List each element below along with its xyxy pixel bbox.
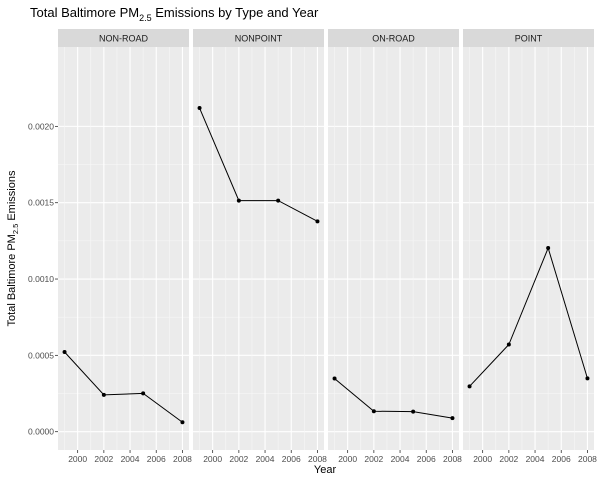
y-axis-ticks: 0.0000 0.0005 0.0010 0.0015 0.0020 xyxy=(28,121,58,437)
x-tick-label: 2004 xyxy=(526,454,545,464)
series-line xyxy=(469,246,588,387)
facet-panel: 2000 2002 2004 2006 2008 NON-ROAD xyxy=(58,29,192,464)
facet-strip xyxy=(463,29,594,47)
data-point xyxy=(467,384,472,389)
data-point xyxy=(332,376,337,381)
chart-title-prefix: Total Baltimore PM xyxy=(30,5,139,20)
data-point xyxy=(197,106,202,111)
panel-background xyxy=(193,47,324,450)
data-point xyxy=(506,342,511,347)
y-tick-label: 0.0015 xyxy=(28,198,54,208)
data-point xyxy=(141,391,146,396)
x-tick-label: 2004 xyxy=(256,454,275,464)
data-point xyxy=(585,376,590,381)
data-point xyxy=(371,409,376,414)
data-point xyxy=(180,420,185,425)
x-tick-label: 2002 xyxy=(229,454,248,464)
y-tick-label: 0.0020 xyxy=(28,121,54,131)
data-point xyxy=(276,198,281,203)
chart-title-subscript: 2.5 xyxy=(139,13,152,23)
x-tick-label: 2008 xyxy=(173,454,192,464)
y-tick-label: 0.0000 xyxy=(28,427,54,437)
data-point xyxy=(546,246,551,251)
y-tick-label: 0.0010 xyxy=(28,274,54,284)
facet-strip xyxy=(58,29,189,47)
x-tick-label: 2004 xyxy=(391,454,410,464)
y-axis-label-subscript: 2.5 xyxy=(11,224,20,234)
panel-background xyxy=(328,47,459,450)
data-point xyxy=(236,198,241,203)
x-tick-label: 2000 xyxy=(68,454,87,464)
y-axis-label-suffix: Emissions xyxy=(6,170,18,224)
facet-strip-label: ON-ROAD xyxy=(372,34,415,44)
x-tick-label: 2008 xyxy=(308,454,327,464)
x-tick-label: 2000 xyxy=(338,454,357,464)
x-tick-label: 2006 xyxy=(147,454,166,464)
data-point xyxy=(62,349,67,354)
facet-panel: 2000 2002 2004 2006 2008 POINT xyxy=(463,29,597,464)
panel-background xyxy=(463,47,594,450)
x-tick-label: 2002 xyxy=(499,454,518,464)
y-tick-label: 0.0005 xyxy=(28,350,54,360)
x-tick-label: 2006 xyxy=(552,454,571,464)
facet-strip-label: NON-ROAD xyxy=(99,34,148,44)
data-point xyxy=(411,409,416,414)
x-tick-label: 2006 xyxy=(417,454,436,464)
x-axis-label: Year xyxy=(314,464,337,476)
chart-title-suffix: Emissions by Type and Year xyxy=(152,5,319,20)
chart-title: Total Baltimore PM2.5 Emissions by Type … xyxy=(30,5,319,23)
x-tick-label: 2002 xyxy=(364,454,383,464)
data-point xyxy=(315,219,320,224)
facet-panels: 2000 2002 2004 2006 2008 NON-ROAD 2000 2002 2004… xyxy=(58,29,597,464)
x-tick-label: 2008 xyxy=(578,454,597,464)
panel-background xyxy=(58,47,189,450)
facet-strip-label: NONPOINT xyxy=(235,34,283,44)
x-tick-label: 2008 xyxy=(443,454,462,464)
x-tick-label: 2000 xyxy=(203,454,222,464)
y-axis-label-prefix: Total Baltimore PM xyxy=(6,234,18,326)
facet-panel: 2000 2002 2004 2006 2008 ON-ROAD xyxy=(328,29,462,464)
facet-panel: 2000 2002 2004 2006 2008 NONPOINT xyxy=(193,29,327,464)
y-axis-label: Total Baltimore PM2.5 Emissions xyxy=(6,170,20,326)
data-point xyxy=(450,416,455,421)
x-tick-label: 2002 xyxy=(94,454,113,464)
series-line xyxy=(199,107,318,222)
x-tick-label: 2004 xyxy=(121,454,140,464)
series-line xyxy=(64,351,183,423)
facet-strip xyxy=(193,29,324,47)
x-tick-label: 2006 xyxy=(282,454,301,464)
x-tick-label: 2000 xyxy=(473,454,492,464)
facet-strip-label: POINT xyxy=(515,34,543,44)
facet-strip xyxy=(328,29,459,47)
series-line xyxy=(334,378,453,419)
data-point xyxy=(101,392,106,397)
